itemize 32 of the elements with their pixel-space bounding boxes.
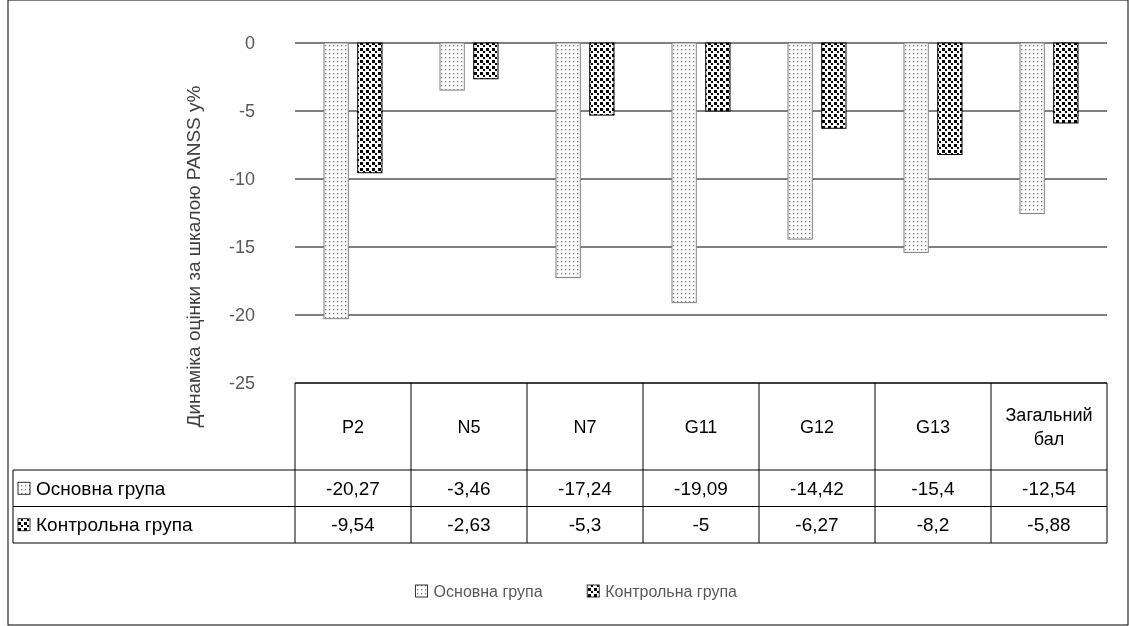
- data-label: -2,63: [447, 514, 491, 536]
- data-label: -8,2: [916, 514, 950, 536]
- y-tick-label: -5: [238, 101, 255, 122]
- x-tick-label: Загальний бал: [1005, 404, 1093, 449]
- x-tick-label: G11: [684, 416, 718, 437]
- data-label: -20,27: [326, 477, 380, 499]
- data-label: -5,3: [568, 514, 602, 536]
- data-label: -9,54: [331, 514, 376, 536]
- y-tick-label: -15: [228, 237, 255, 258]
- text: Контрольна група: [605, 582, 737, 600]
- data-label: -5,88: [1027, 514, 1071, 536]
- data-label: -12,54: [1022, 477, 1077, 499]
- x-tick-label: G12: [799, 416, 835, 437]
- y-tick-label: 0: [244, 33, 255, 54]
- data-label: -3,46: [447, 477, 491, 499]
- legend-label: Основна група: [36, 477, 166, 499]
- data-label: -5: [692, 514, 710, 536]
- x-tick-label: P2: [341, 416, 365, 437]
- y-tick-label: -25: [228, 373, 255, 394]
- text: Основна група: [433, 582, 543, 600]
- data-label: -15,4: [911, 477, 956, 499]
- x-tick-label: N5: [457, 416, 481, 437]
- data-label: -17,24: [558, 477, 613, 499]
- y-axis-title: Динаміка оцінки за шкалою PANSS у%: [183, 85, 204, 428]
- data-label: -19,09: [674, 477, 728, 499]
- x-tick-label: G13: [915, 416, 951, 437]
- data-label: -6,27: [795, 514, 839, 536]
- y-tick-label: -10: [228, 169, 255, 190]
- x-tick-label: N7: [573, 416, 597, 437]
- legend-label: Контрольна група: [36, 514, 193, 536]
- data-label: -14,42: [790, 477, 844, 499]
- y-tick-label: -20: [228, 305, 255, 326]
